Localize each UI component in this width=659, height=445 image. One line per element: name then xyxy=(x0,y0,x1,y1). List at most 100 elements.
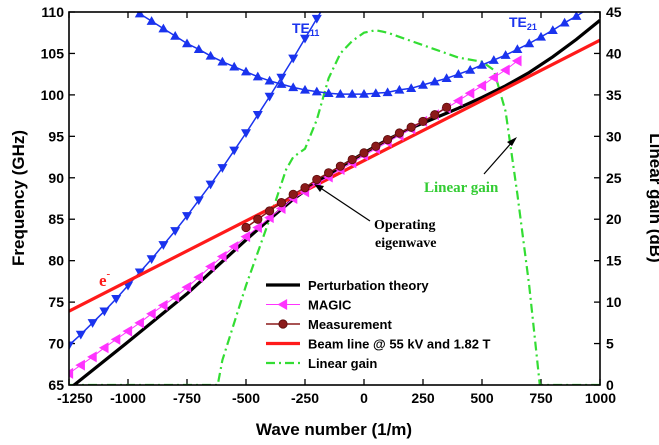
y-tick-label: 95 xyxy=(48,128,64,144)
data-point xyxy=(477,60,487,69)
data-point xyxy=(452,95,463,107)
x-tick-label: 1000 xyxy=(585,390,616,406)
x-tick-label: 500 xyxy=(470,390,494,406)
y2-tick-label: 15 xyxy=(606,253,622,269)
y2-tick-label: 5 xyxy=(606,336,614,352)
data-point xyxy=(394,128,404,138)
data-point xyxy=(253,214,263,224)
data-point xyxy=(335,161,345,171)
data-point xyxy=(347,89,358,98)
data-point xyxy=(241,66,251,76)
data-point xyxy=(122,325,133,337)
data-point xyxy=(146,16,157,25)
data-point xyxy=(111,295,122,304)
data-point xyxy=(264,75,275,85)
legend-label: Beam line @ 55 kV and 1.82 T xyxy=(308,337,491,352)
data-point xyxy=(264,92,275,102)
data-point xyxy=(359,148,369,158)
data-point xyxy=(252,111,263,120)
data-point xyxy=(75,330,86,340)
data-point xyxy=(311,14,322,24)
y2-tick-label: 20 xyxy=(606,211,622,227)
data-point xyxy=(193,271,203,283)
legend-marker xyxy=(277,299,288,310)
data-point xyxy=(157,299,168,311)
x-axis-title: Wave number (1/m) xyxy=(256,420,412,439)
data-point xyxy=(429,76,440,86)
data-point xyxy=(134,12,145,18)
data-point xyxy=(146,255,157,265)
legend-item: Measurement xyxy=(266,317,392,332)
data-point xyxy=(583,12,594,13)
data-point xyxy=(170,31,181,40)
annotation-operating-arrow xyxy=(318,186,371,222)
data-point xyxy=(418,79,428,89)
data-point xyxy=(347,154,357,165)
y2-tick-label: 10 xyxy=(606,294,622,310)
data-point xyxy=(123,0,133,9)
data-point xyxy=(288,82,299,92)
data-point xyxy=(205,260,215,272)
y2-tick-label: 40 xyxy=(606,45,622,61)
data-point xyxy=(464,87,475,99)
data-point xyxy=(382,135,393,145)
legend: Perturbation theory MAGIC Measurement Beam … xyxy=(266,278,491,371)
data-point xyxy=(500,64,510,76)
data-point xyxy=(276,79,287,88)
data-point xyxy=(300,183,310,193)
series-layer xyxy=(69,0,600,385)
data-point xyxy=(276,198,286,208)
data-point xyxy=(158,23,169,33)
data-point xyxy=(170,227,181,236)
data-point xyxy=(441,102,452,112)
y2-tick-label: 45 xyxy=(606,4,622,20)
data-point xyxy=(69,367,74,379)
data-point xyxy=(216,251,227,263)
series-line xyxy=(245,106,448,229)
data-point xyxy=(500,50,511,59)
data-point xyxy=(453,69,464,78)
data-point xyxy=(182,38,192,48)
y-axis-title: Frequency (GHz) xyxy=(9,130,28,266)
data-point xyxy=(476,80,487,92)
data-point xyxy=(323,88,334,97)
data-point xyxy=(241,129,251,139)
y2-tick-label: 30 xyxy=(606,128,622,144)
x-tick-label: -500 xyxy=(232,390,260,406)
data-point xyxy=(87,351,97,363)
data-point xyxy=(181,281,192,293)
data-point xyxy=(288,189,298,199)
data-point xyxy=(559,17,570,27)
data-point xyxy=(406,122,416,132)
data-point xyxy=(217,164,228,173)
data-point xyxy=(394,84,405,94)
annotation-operating-arrowhead xyxy=(314,184,324,192)
legend-label: Linear gain xyxy=(308,356,377,371)
y-tick-label: 100 xyxy=(41,87,65,103)
x-tick-label: -1000 xyxy=(110,390,146,406)
data-point xyxy=(229,61,240,71)
data-point xyxy=(182,212,192,221)
annotation-electron: e- xyxy=(99,268,111,290)
y-tick-label: 80 xyxy=(48,253,64,269)
data-point xyxy=(488,71,498,83)
y2-axis-title: Linear gain (dB) xyxy=(646,133,659,262)
data-point xyxy=(146,308,156,320)
data-point xyxy=(511,55,522,67)
data-point xyxy=(300,34,310,44)
data-point xyxy=(229,146,240,156)
data-point xyxy=(193,44,204,54)
y2-tick-label: 0 xyxy=(606,377,614,393)
data-point xyxy=(359,89,369,98)
data-point xyxy=(371,141,381,151)
x-tick-label: -250 xyxy=(291,390,319,406)
data-point xyxy=(311,86,322,96)
data-point xyxy=(465,65,476,74)
data-point xyxy=(75,359,85,371)
data-point xyxy=(370,88,381,97)
series-beam-line-55-kv-and-1-82-t xyxy=(69,38,600,313)
data-point xyxy=(252,71,263,81)
series-magic xyxy=(69,55,522,379)
data-point xyxy=(335,89,346,98)
x-tick-label: 0 xyxy=(360,390,368,406)
